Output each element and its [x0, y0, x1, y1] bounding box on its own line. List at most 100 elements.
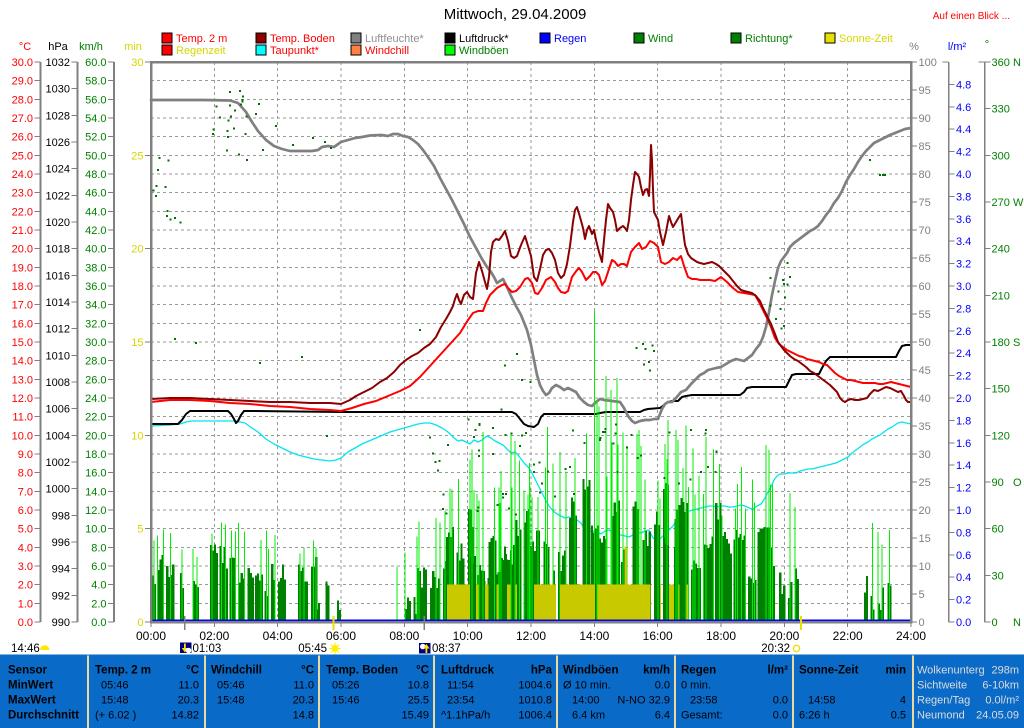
svg-text:08:00: 08:00 [389, 629, 419, 643]
svg-text:4: 4 [900, 695, 906, 707]
svg-text:70: 70 [919, 225, 931, 237]
svg-text:1000: 1000 [46, 484, 70, 496]
svg-text:22.0: 22.0 [85, 412, 106, 424]
svg-text:13.0: 13.0 [12, 374, 33, 386]
svg-text:300: 300 [992, 150, 1010, 162]
svg-text:0: 0 [992, 617, 998, 629]
svg-text:6.0: 6.0 [91, 561, 106, 573]
svg-text:1008: 1008 [46, 377, 70, 389]
svg-text:992: 992 [52, 590, 70, 602]
svg-text:14.0: 14.0 [85, 486, 106, 498]
svg-text:16.0: 16.0 [12, 318, 33, 330]
svg-text:5: 5 [919, 589, 925, 601]
svg-text:01:03: 01:03 [193, 643, 222, 655]
svg-text:1014: 1014 [46, 297, 70, 309]
svg-text:18:00: 18:00 [706, 629, 736, 643]
svg-text:20:32: 20:32 [761, 643, 790, 655]
svg-text:50: 50 [919, 337, 931, 349]
svg-text:km/h: km/h [643, 665, 670, 677]
svg-text:11.0: 11.0 [12, 412, 33, 424]
svg-text:1004.6: 1004.6 [518, 680, 552, 692]
svg-text:l/m²: l/m² [948, 41, 967, 53]
svg-text:10: 10 [131, 430, 143, 442]
svg-text:W: W [1013, 197, 1024, 209]
svg-text:4.6: 4.6 [956, 102, 971, 114]
svg-text:10.0: 10.0 [85, 524, 106, 536]
svg-text:54.0: 54.0 [85, 113, 106, 125]
svg-text:0.4: 0.4 [956, 572, 971, 584]
svg-text:Durchschnitt: Durchschnitt [8, 710, 79, 722]
svg-text:Luftdruck: Luftdruck [441, 665, 495, 677]
svg-text:24.0: 24.0 [12, 169, 33, 181]
svg-text:0.6: 0.6 [956, 550, 971, 562]
svg-text:22:00: 22:00 [833, 629, 863, 643]
svg-text:11:54: 11:54 [447, 680, 474, 692]
svg-text:180: 180 [992, 337, 1010, 349]
svg-text:^1.1hPa/h: ^1.1hPa/h [441, 710, 490, 722]
svg-text:210: 210 [992, 290, 1010, 302]
svg-text:00:00: 00:00 [136, 629, 166, 643]
svg-text:Regen: Regen [681, 665, 716, 677]
svg-text:10: 10 [919, 561, 931, 573]
svg-text:26.0: 26.0 [85, 374, 106, 386]
svg-text:42.0: 42.0 [85, 225, 106, 237]
svg-text:998: 998 [52, 510, 70, 522]
svg-text:S: S [1013, 337, 1020, 349]
svg-text:1006: 1006 [46, 404, 70, 416]
svg-text:08:37: 08:37 [432, 643, 461, 655]
svg-text:N-NO 32.9: N-NO 32.9 [617, 695, 670, 707]
svg-text:34.0: 34.0 [85, 300, 106, 312]
svg-text:36.0: 36.0 [85, 281, 106, 293]
svg-text:23:58: 23:58 [690, 695, 718, 707]
svg-text:1028: 1028 [46, 110, 70, 122]
svg-text:30.0: 30.0 [12, 57, 33, 69]
svg-text:Temp. 2 m: Temp. 2 m [176, 33, 227, 45]
svg-text:05:45: 05:45 [298, 643, 327, 655]
svg-text:52.0: 52.0 [85, 132, 106, 144]
svg-text:02:00: 02:00 [199, 629, 229, 643]
svg-text:0.0: 0.0 [773, 695, 788, 707]
svg-text:2.8: 2.8 [956, 303, 971, 315]
svg-text:0.0: 0.0 [655, 680, 670, 692]
svg-text:270: 270 [992, 197, 1010, 209]
svg-text:0.0l/m²: 0.0l/m² [985, 695, 1019, 707]
svg-text:3.6: 3.6 [956, 214, 971, 226]
svg-text:56.0: 56.0 [85, 94, 106, 106]
svg-text:Luftfeuchte*: Luftfeuchte* [365, 33, 424, 45]
svg-text:4.0: 4.0 [956, 169, 971, 181]
svg-text:30: 30 [919, 449, 931, 461]
svg-text:Ø 10 min.: Ø 10 min. [563, 680, 611, 692]
svg-text:1002: 1002 [46, 457, 70, 469]
svg-text:1.0: 1.0 [18, 598, 33, 610]
svg-text:19.0: 19.0 [12, 262, 33, 274]
svg-text:360: 360 [992, 57, 1010, 69]
svg-text:12:00: 12:00 [516, 629, 546, 643]
svg-text:1.2: 1.2 [956, 483, 971, 495]
svg-text:°C: °C [19, 41, 31, 53]
svg-text:Windböen: Windböen [459, 45, 509, 57]
svg-text:12.0: 12.0 [85, 505, 106, 517]
svg-text:25.0: 25.0 [12, 150, 33, 162]
svg-text:Windböen: Windböen [563, 665, 618, 677]
svg-text:16.0: 16.0 [85, 468, 106, 480]
svg-text:Windchill: Windchill [365, 45, 409, 57]
svg-text:3.2: 3.2 [956, 259, 971, 271]
svg-text:15.0: 15.0 [12, 337, 33, 349]
svg-text:hPa: hPa [48, 41, 68, 53]
svg-text:994: 994 [52, 564, 70, 576]
svg-text:Temp. 2 m: Temp. 2 m [95, 665, 151, 677]
svg-text:06:00: 06:00 [326, 629, 356, 643]
svg-text:°C: °C [301, 665, 314, 677]
svg-text:6:26 h: 6:26 h [799, 710, 830, 722]
svg-text:Auf einen Blick ...: Auf einen Blick ... [933, 11, 1010, 22]
svg-text:18.0: 18.0 [12, 281, 33, 293]
svg-text:1018: 1018 [46, 244, 70, 256]
svg-text:MaxWert: MaxWert [8, 695, 56, 707]
svg-text:40: 40 [919, 393, 931, 405]
svg-text:5.0: 5.0 [18, 524, 33, 536]
svg-text:25.5: 25.5 [408, 695, 429, 707]
svg-text:hPa: hPa [531, 665, 553, 677]
svg-text:%: % [909, 41, 919, 53]
svg-text:4.0: 4.0 [18, 542, 33, 554]
svg-text:14.8: 14.8 [293, 710, 314, 722]
